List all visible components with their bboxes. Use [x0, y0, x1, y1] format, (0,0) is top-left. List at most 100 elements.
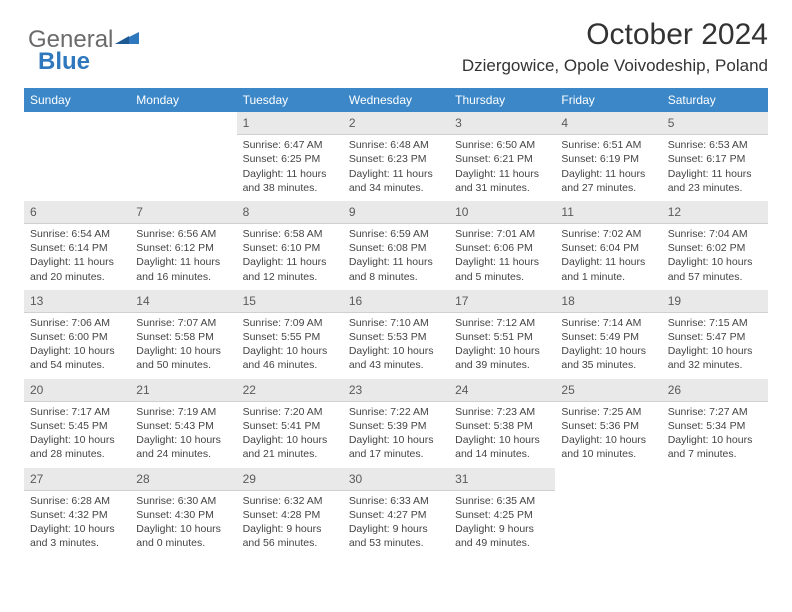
- day-number: 17: [449, 290, 555, 313]
- day-number: 30: [343, 468, 449, 491]
- day-body: Sunrise: 7:09 AMSunset: 5:55 PMDaylight:…: [237, 313, 343, 379]
- day-body: Sunrise: 7:15 AMSunset: 5:47 PMDaylight:…: [662, 313, 768, 379]
- sunrise-text: Sunrise: 7:06 AM: [30, 316, 124, 330]
- day-body: Sunrise: 6:33 AMSunset: 4:27 PMDaylight:…: [343, 491, 449, 557]
- sunrise-text: Sunrise: 7:20 AM: [243, 405, 337, 419]
- sunset-text: Sunset: 6:02 PM: [668, 241, 762, 255]
- sunset-text: Sunset: 6:19 PM: [561, 152, 655, 166]
- daylight-text: Daylight: 10 hours and 21 minutes.: [243, 433, 337, 461]
- day-body: Sunrise: 7:20 AMSunset: 5:41 PMDaylight:…: [237, 402, 343, 468]
- sunrise-text: Sunrise: 6:35 AM: [455, 494, 549, 508]
- daylight-text: Daylight: 11 hours and 31 minutes.: [455, 167, 549, 195]
- sunset-text: Sunset: 5:38 PM: [455, 419, 549, 433]
- sunset-text: Sunset: 5:55 PM: [243, 330, 337, 344]
- day-body: Sunrise: 6:47 AMSunset: 6:25 PMDaylight:…: [237, 135, 343, 201]
- day-body: Sunrise: 7:14 AMSunset: 5:49 PMDaylight:…: [555, 313, 661, 379]
- day-body: Sunrise: 7:23 AMSunset: 5:38 PMDaylight:…: [449, 402, 555, 468]
- daylight-text: Daylight: 10 hours and 0 minutes.: [136, 522, 230, 550]
- daylight-text: Daylight: 9 hours and 49 minutes.: [455, 522, 549, 550]
- day-body: Sunrise: 6:51 AMSunset: 6:19 PMDaylight:…: [555, 135, 661, 201]
- daylight-text: Daylight: 11 hours and 8 minutes.: [349, 255, 443, 283]
- daylight-text: Daylight: 10 hours and 3 minutes.: [30, 522, 124, 550]
- day-number: 1: [237, 112, 343, 135]
- sunset-text: Sunset: 5:34 PM: [668, 419, 762, 433]
- calendar-day: 21Sunrise: 7:19 AMSunset: 5:43 PMDayligh…: [130, 379, 236, 468]
- daylight-text: Daylight: 9 hours and 53 minutes.: [349, 522, 443, 550]
- sunset-text: Sunset: 5:36 PM: [561, 419, 655, 433]
- daylight-text: Daylight: 9 hours and 56 minutes.: [243, 522, 337, 550]
- sunset-text: Sunset: 6:14 PM: [30, 241, 124, 255]
- day-body: Sunrise: 6:30 AMSunset: 4:30 PMDaylight:…: [130, 491, 236, 557]
- day-body: Sunrise: 6:35 AMSunset: 4:25 PMDaylight:…: [449, 491, 555, 557]
- sunset-text: Sunset: 5:47 PM: [668, 330, 762, 344]
- sunrise-text: Sunrise: 7:15 AM: [668, 316, 762, 330]
- sunrise-text: Sunrise: 7:22 AM: [349, 405, 443, 419]
- calendar-day: 14Sunrise: 7:07 AMSunset: 5:58 PMDayligh…: [130, 290, 236, 379]
- day-number: 31: [449, 468, 555, 491]
- sunrise-text: Sunrise: 7:01 AM: [455, 227, 549, 241]
- day-body: Sunrise: 6:32 AMSunset: 4:28 PMDaylight:…: [237, 491, 343, 557]
- weekday-header-row: SundayMondayTuesdayWednesdayThursdayFrid…: [24, 88, 768, 112]
- weekday-header: Wednesday: [343, 88, 449, 112]
- day-number: 6: [24, 201, 130, 224]
- day-number: 20: [24, 379, 130, 402]
- calendar-day: 13Sunrise: 7:06 AMSunset: 6:00 PMDayligh…: [24, 290, 130, 379]
- day-number: 19: [662, 290, 768, 313]
- sunset-text: Sunset: 5:45 PM: [30, 419, 124, 433]
- calendar: SundayMondayTuesdayWednesdayThursdayFrid…: [24, 88, 768, 556]
- daylight-text: Daylight: 10 hours and 14 minutes.: [455, 433, 549, 461]
- day-body: Sunrise: 7:10 AMSunset: 5:53 PMDaylight:…: [343, 313, 449, 379]
- day-body: Sunrise: 6:48 AMSunset: 6:23 PMDaylight:…: [343, 135, 449, 201]
- daylight-text: Daylight: 11 hours and 38 minutes.: [243, 167, 337, 195]
- weekday-header: Sunday: [24, 88, 130, 112]
- calendar-day: 6 Sunrise: 6:54 AMSunset: 6:14 PMDaylight…: [24, 201, 130, 290]
- daylight-text: Daylight: 11 hours and 27 minutes.: [561, 167, 655, 195]
- day-body: Sunrise: 6:50 AMSunset: 6:21 PMDaylight:…: [449, 135, 555, 201]
- day-number: 15: [237, 290, 343, 313]
- calendar-day: [24, 112, 130, 201]
- calendar-day: [555, 468, 661, 557]
- daylight-text: Daylight: 10 hours and 43 minutes.: [349, 344, 443, 372]
- calendar-day: [130, 112, 236, 201]
- sunrise-text: Sunrise: 6:54 AM: [30, 227, 124, 241]
- sunrise-text: Sunrise: 7:27 AM: [668, 405, 762, 419]
- calendar-day: 5Sunrise: 6:53 AMSunset: 6:17 PMDaylight…: [662, 112, 768, 201]
- day-body: Sunrise: 7:01 AMSunset: 6:06 PMDaylight:…: [449, 224, 555, 290]
- day-body: Sunrise: 7:19 AMSunset: 5:43 PMDaylight:…: [130, 402, 236, 468]
- sunrise-text: Sunrise: 6:32 AM: [243, 494, 337, 508]
- day-body: Sunrise: 7:27 AMSunset: 5:34 PMDaylight:…: [662, 402, 768, 468]
- location: Dziergowice, Opole Voivodeship, Poland: [24, 56, 768, 76]
- day-body: Sunrise: 7:12 AMSunset: 5:51 PMDaylight:…: [449, 313, 555, 379]
- day-number: 3: [449, 112, 555, 135]
- sunset-text: Sunset: 5:51 PM: [455, 330, 549, 344]
- day-number: 8: [237, 201, 343, 224]
- day-body: Sunrise: 6:28 AMSunset: 4:32 PMDaylight:…: [24, 491, 130, 557]
- calendar-day: 23Sunrise: 7:22 AMSunset: 5:39 PMDayligh…: [343, 379, 449, 468]
- day-body: Sunrise: 6:58 AMSunset: 6:10 PMDaylight:…: [237, 224, 343, 290]
- calendar-day: 19Sunrise: 7:15 AMSunset: 5:47 PMDayligh…: [662, 290, 768, 379]
- day-number: 24: [449, 379, 555, 402]
- sunrise-text: Sunrise: 6:58 AM: [243, 227, 337, 241]
- daylight-text: Daylight: 10 hours and 7 minutes.: [668, 433, 762, 461]
- weekday-header: Friday: [555, 88, 661, 112]
- day-body: Sunrise: 7:02 AMSunset: 6:04 PMDaylight:…: [555, 224, 661, 290]
- sunset-text: Sunset: 6:23 PM: [349, 152, 443, 166]
- sunrise-text: Sunrise: 7:12 AM: [455, 316, 549, 330]
- calendar-day: 8Sunrise: 6:58 AMSunset: 6:10 PMDaylight…: [237, 201, 343, 290]
- day-number: 21: [130, 379, 236, 402]
- sunset-text: Sunset: 6:06 PM: [455, 241, 549, 255]
- sunset-text: Sunset: 6:08 PM: [349, 241, 443, 255]
- day-body: Sunrise: 6:56 AMSunset: 6:12 PMDaylight:…: [130, 224, 236, 290]
- day-number: 2: [343, 112, 449, 135]
- sunset-text: Sunset: 4:27 PM: [349, 508, 443, 522]
- sunset-text: Sunset: 4:32 PM: [30, 508, 124, 522]
- daylight-text: Daylight: 11 hours and 20 minutes.: [30, 255, 124, 283]
- sunrise-text: Sunrise: 6:59 AM: [349, 227, 443, 241]
- day-number: 16: [343, 290, 449, 313]
- daylight-text: Daylight: 10 hours and 54 minutes.: [30, 344, 124, 372]
- calendar-day: 16Sunrise: 7:10 AMSunset: 5:53 PMDayligh…: [343, 290, 449, 379]
- calendar-day: 26Sunrise: 7:27 AMSunset: 5:34 PMDayligh…: [662, 379, 768, 468]
- calendar-day: 7Sunrise: 6:56 AMSunset: 6:12 PMDaylight…: [130, 201, 236, 290]
- sunrise-text: Sunrise: 7:25 AM: [561, 405, 655, 419]
- calendar-day: 9Sunrise: 6:59 AMSunset: 6:08 PMDaylight…: [343, 201, 449, 290]
